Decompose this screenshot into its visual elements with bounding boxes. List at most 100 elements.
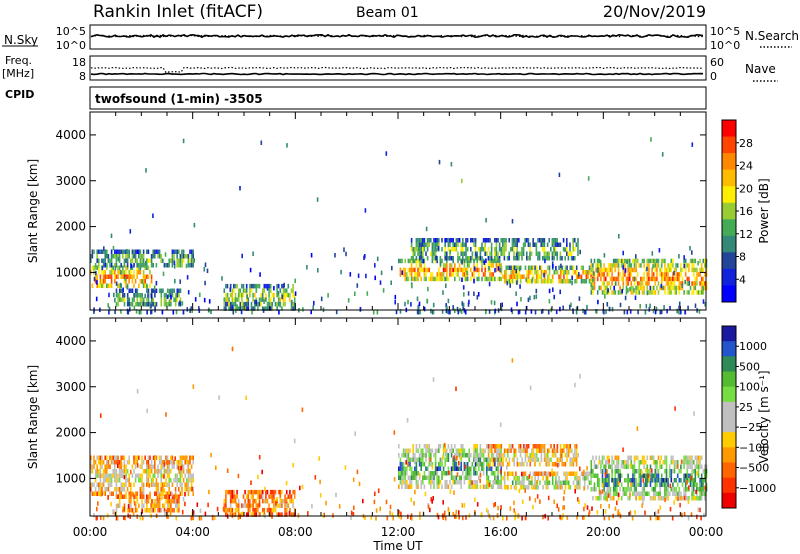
- range-cell: [593, 276, 596, 282]
- range-cell: [648, 290, 650, 295]
- range-cell: [409, 484, 411, 489]
- range-cell: [162, 288, 164, 293]
- range-cell: [160, 258, 162, 263]
- range-cell: [547, 480, 549, 485]
- range-cell: [98, 265, 100, 270]
- range-cell: [651, 285, 653, 291]
- range-cell: [187, 254, 190, 259]
- range-cell: [450, 238, 453, 243]
- range-cell: [253, 306, 256, 311]
- range-cell: [692, 460, 695, 465]
- range-cell: [500, 247, 502, 252]
- range-cell: [427, 286, 429, 292]
- range-cell: [174, 302, 177, 307]
- range-cell: [149, 270, 151, 275]
- range-cell: [692, 263, 695, 268]
- range-cell: [675, 487, 677, 492]
- range-cell: [98, 270, 100, 275]
- range-cell: [495, 247, 498, 252]
- range-cell: [412, 258, 414, 264]
- range-cell: [115, 258, 118, 263]
- colorbar-swatch: [722, 285, 736, 303]
- range-cell: [149, 283, 151, 288]
- range-cell: [215, 465, 217, 470]
- range-cell: [669, 506, 672, 512]
- range-cell: [608, 473, 610, 478]
- range-cell: [190, 464, 193, 469]
- range-cell: [108, 306, 111, 312]
- range-cell: [445, 303, 447, 308]
- range-cell: [120, 309, 122, 314]
- colorbar-swatch: [722, 417, 736, 433]
- range-cell: [622, 281, 625, 286]
- range-cell: [436, 512, 439, 518]
- range-cell: [487, 247, 490, 252]
- range-cell: [700, 491, 703, 496]
- range-cell: [431, 462, 434, 467]
- range-cell: [508, 256, 510, 261]
- range-cell: [564, 471, 567, 476]
- range-cell: [672, 487, 674, 492]
- range-cell: [141, 464, 143, 469]
- range-cell: [468, 448, 470, 453]
- range-cell: [473, 258, 475, 264]
- range-cell: [487, 457, 490, 462]
- range-cell: [110, 491, 113, 496]
- range-cell: [577, 476, 580, 481]
- range-cell: [405, 460, 407, 465]
- range-cell: [596, 258, 599, 264]
- range-cell: [691, 250, 693, 255]
- range-cell: [490, 276, 493, 282]
- range-cell: [476, 276, 478, 282]
- range-cell: [415, 462, 418, 467]
- range-cell: [643, 276, 645, 282]
- range-cell: [262, 308, 265, 313]
- range-cell: [641, 281, 644, 286]
- range-cell: [676, 263, 679, 268]
- range-cell: [134, 491, 137, 496]
- range-cell: [131, 274, 134, 279]
- range-cell: [210, 309, 212, 315]
- range-cell: [431, 475, 434, 480]
- range-cell: [134, 258, 137, 263]
- range-cell: [231, 301, 234, 307]
- range-cell: [122, 265, 124, 270]
- range-cell: [115, 516, 118, 521]
- range-cell: [468, 256, 470, 261]
- range-cell: [505, 457, 507, 462]
- range-cell: [521, 448, 523, 453]
- range-cell: [115, 478, 118, 483]
- range-cell: [150, 294, 153, 299]
- range-cell: [657, 491, 660, 496]
- range-cell: [412, 475, 414, 480]
- range-cell: [190, 473, 193, 478]
- range-cell: [689, 246, 691, 251]
- range-cell: [412, 444, 414, 449]
- range-cell: [276, 283, 278, 289]
- range-cell: [354, 431, 356, 436]
- range-cell: [643, 285, 645, 291]
- range-cell: [463, 480, 466, 485]
- range-cell: [627, 455, 629, 460]
- range-cell: [632, 473, 634, 478]
- range-cell: [141, 494, 143, 499]
- range-cell: [503, 238, 506, 243]
- range-cell: [407, 514, 409, 519]
- range-cell: [603, 253, 606, 258]
- range-cell: [625, 460, 628, 465]
- range-cell: [590, 267, 593, 273]
- range-cell: [290, 494, 293, 499]
- range-cell: [104, 274, 106, 279]
- range-cell: [702, 299, 705, 304]
- range-cell: [522, 251, 525, 256]
- range-cell: [646, 266, 648, 272]
- range-cell: [554, 242, 557, 247]
- range-cell: [192, 510, 195, 515]
- range-cell: [414, 489, 416, 495]
- range-cell: [94, 460, 97, 465]
- range-cell: [603, 496, 605, 501]
- range-cell: [402, 267, 405, 273]
- range-cell: [258, 455, 261, 460]
- range-cell: [489, 258, 491, 264]
- range-cell: [418, 457, 421, 462]
